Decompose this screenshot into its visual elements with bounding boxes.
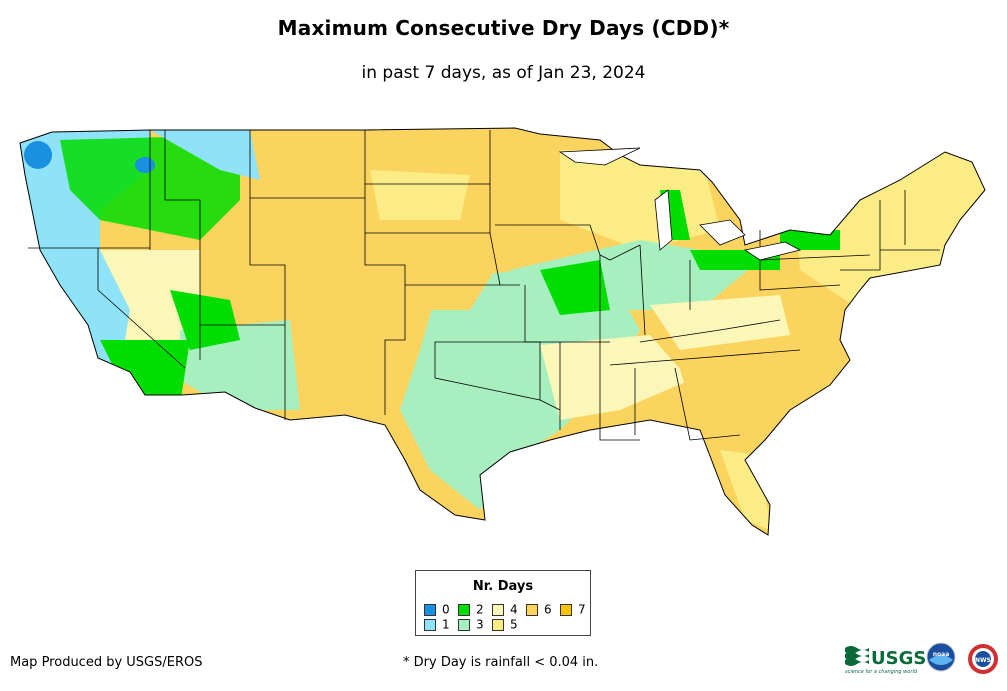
usgs-tagline: science for a changing world xyxy=(845,669,918,675)
us-dry-days-map xyxy=(19,127,986,536)
state-boundaries xyxy=(19,127,986,536)
legend-item-3: 3 xyxy=(458,618,484,631)
legend-item-5: 5 xyxy=(492,618,518,631)
nws-wordmark: NWS xyxy=(975,657,991,664)
nws-logo: NWS xyxy=(968,644,998,674)
dry-days-shading xyxy=(20,128,985,535)
great-lakes xyxy=(558,147,802,261)
legend-item-6: 6 xyxy=(526,603,552,616)
legend-swatch xyxy=(492,603,504,616)
legend-swatch xyxy=(424,618,436,631)
usgs-wordmark: USGS xyxy=(871,648,926,669)
legend-item-0: 0 xyxy=(424,603,450,616)
map-legend: Nr. Days 0 1 2 3 4 5 6 7 xyxy=(415,570,591,636)
noaa-logo: noaa xyxy=(926,642,956,672)
dry-day-footnote: * Dry Day is rainfall < 0.04 in. xyxy=(403,655,599,670)
legend-swatch xyxy=(560,603,572,616)
legend-swatch xyxy=(458,618,470,631)
legend-item-2: 2 xyxy=(458,603,484,616)
legend-swatch xyxy=(424,603,436,616)
usgs-logo: USGS science for a changing world xyxy=(845,646,926,675)
legend-item-7: 7 xyxy=(560,603,586,616)
noaa-wordmark: noaa xyxy=(933,651,950,658)
producer-credit: Map Produced by USGS/EROS xyxy=(10,655,203,670)
legend-item-1: 1 xyxy=(424,618,450,631)
legend-swatch xyxy=(526,603,538,616)
legend-swatch xyxy=(492,618,504,631)
map-title: Maximum Consecutive Dry Days (CDD)* xyxy=(277,16,730,40)
map-subtitle: in past 7 days, as of Jan 23, 2024 xyxy=(361,63,646,83)
legend-item-4: 4 xyxy=(492,603,518,616)
legend-title: Nr. Days xyxy=(472,579,534,594)
legend-swatch xyxy=(458,603,470,616)
agency-logos: USGS science for a changing world noaa N… xyxy=(845,642,998,675)
